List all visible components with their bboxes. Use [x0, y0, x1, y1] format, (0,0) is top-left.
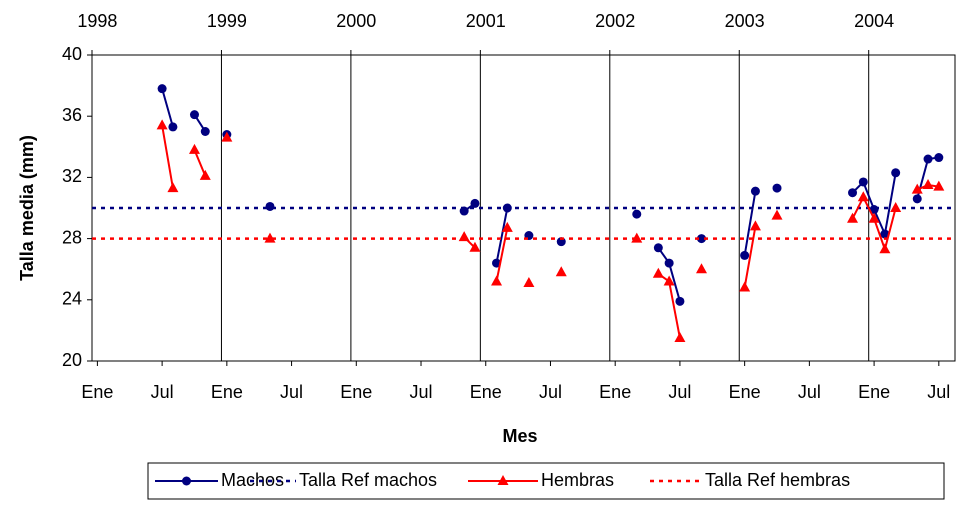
year-label: 2001	[466, 11, 506, 31]
legend-marker	[497, 475, 509, 485]
point	[664, 258, 674, 268]
point	[772, 183, 782, 193]
x-tick-label: Jul	[927, 382, 950, 402]
point	[891, 168, 901, 178]
legend-label: Talla Ref machos	[299, 470, 437, 490]
point	[632, 209, 642, 219]
point	[168, 122, 178, 132]
point	[911, 183, 923, 194]
legend-label: Talla Ref hembras	[705, 470, 850, 490]
point	[695, 263, 707, 274]
point	[523, 276, 535, 287]
x-tick-label: Ene	[599, 382, 631, 402]
legend-marker	[182, 476, 191, 486]
point	[663, 275, 675, 286]
point	[771, 209, 783, 220]
year-label: 2004	[854, 11, 894, 31]
series-line	[161, 88, 939, 302]
legend-label: Hembras	[541, 470, 614, 490]
y-tick-label: 20	[62, 350, 82, 370]
point	[739, 281, 751, 292]
point	[470, 198, 480, 208]
point	[200, 127, 210, 136]
x-tick-label: Jul	[280, 382, 303, 402]
point	[221, 131, 233, 142]
point	[923, 154, 933, 164]
point	[652, 267, 664, 278]
point	[750, 186, 760, 196]
x-tick-label: Ene	[729, 382, 761, 402]
point	[674, 332, 686, 343]
point	[933, 180, 945, 191]
series-line	[161, 125, 939, 339]
point	[501, 221, 513, 232]
point	[199, 169, 211, 180]
point	[167, 182, 179, 193]
point	[858, 177, 868, 187]
x-tick-label: Jul	[668, 382, 691, 402]
year-label: 2003	[725, 11, 765, 31]
point	[922, 179, 934, 190]
point	[555, 266, 567, 277]
x-tick-label: Jul	[798, 382, 821, 402]
point	[857, 191, 869, 202]
x-axis-title: Mes	[502, 426, 537, 446]
point	[740, 250, 750, 260]
point	[749, 220, 761, 231]
x-tick-label: Jul	[151, 382, 174, 402]
y-tick-label: 40	[62, 44, 82, 64]
point	[188, 143, 200, 154]
point	[880, 229, 890, 239]
x-tick-label: Jul	[539, 382, 562, 402]
x-tick-label: Ene	[858, 382, 890, 402]
x-tick-label: Ene	[81, 382, 113, 402]
point	[912, 194, 922, 204]
point	[264, 232, 276, 243]
point	[879, 243, 891, 254]
point	[491, 275, 503, 286]
point	[189, 110, 199, 120]
x-tick-label: Ene	[470, 382, 502, 402]
year-label: 1998	[77, 11, 117, 31]
point	[157, 84, 167, 94]
point	[675, 296, 685, 306]
x-tick-label: Ene	[340, 382, 372, 402]
point	[934, 153, 944, 163]
point	[696, 234, 706, 244]
y-tick-label: 28	[62, 227, 82, 247]
y-tick-label: 36	[62, 105, 82, 125]
year-label: 1999	[207, 11, 247, 31]
point	[156, 119, 168, 130]
y-tick-label: 32	[62, 166, 82, 186]
y-axis-title: Talla media (mm)	[17, 135, 37, 281]
point	[653, 243, 663, 253]
x-tick-label: Jul	[410, 382, 433, 402]
year-label: 2000	[336, 11, 376, 31]
point	[631, 232, 643, 243]
x-tick-label: Ene	[211, 382, 243, 402]
point	[847, 212, 859, 223]
point	[469, 241, 481, 252]
point	[890, 202, 902, 212]
year-label: 2002	[595, 11, 635, 31]
point	[848, 188, 858, 198]
y-tick-label: 24	[62, 289, 82, 309]
point	[265, 201, 275, 211]
point	[868, 212, 880, 223]
